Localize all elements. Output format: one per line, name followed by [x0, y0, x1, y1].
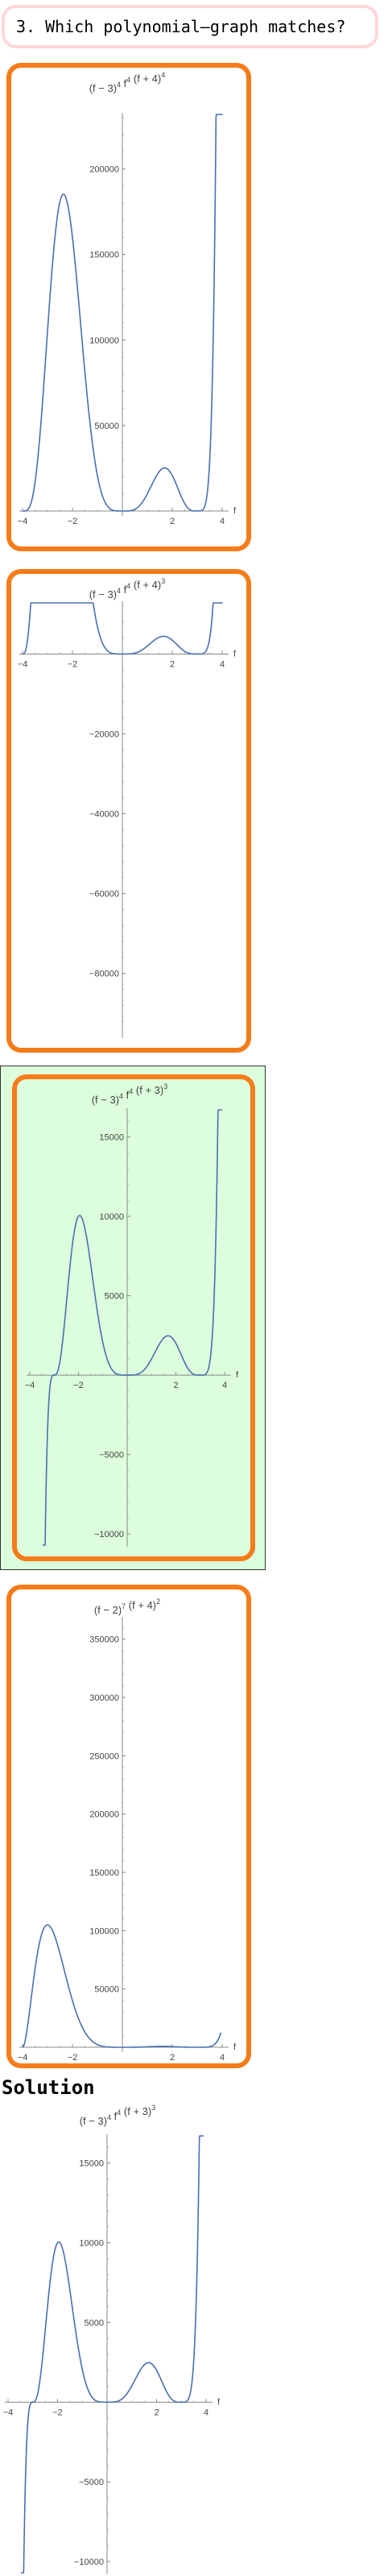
option-c-title: (f − 3)4 f4 (f + 3)3 — [92, 1082, 168, 1106]
option-b-y-tick-label: −60000 — [89, 890, 119, 900]
option-c-plot: (f − 3)4 f4 (f + 3)3 f −4 −2 2 4 15000 10000 500… — [25, 1082, 239, 1547]
option-d-x-tick-label: −2 — [68, 2053, 78, 2063]
option-d-y-tick-label: 350000 — [89, 1635, 119, 1645]
option-d-y-tick-label: 300000 — [89, 1693, 119, 1703]
option-b-x-tick-label: −4 — [18, 659, 28, 669]
option-a-y-tick-label: 150000 — [89, 251, 119, 260]
option-c-y-tick-label: 15000 — [99, 1133, 124, 1143]
solution-y-tick-label: −10000 — [74, 2557, 104, 2567]
option-a-x-tick-label: −2 — [68, 517, 78, 526]
option-b-y-tick-label: −20000 — [89, 730, 119, 740]
option-card-a[interactable]: (f − 3)4 f4 (f + 4)4 f −4 −2 2 4 50000 100000 15… — [6, 63, 251, 551]
option-a-title: (f − 3)4 f4 (f + 4)4 — [89, 71, 166, 94]
option-c-x-tick-label: 4 — [222, 1381, 227, 1390]
solution-curve — [20, 2135, 204, 2574]
option-c-y-tick-label: −5000 — [99, 1451, 124, 1460]
option-b-curve — [22, 602, 223, 655]
option-b-y-tick-label: −40000 — [89, 810, 119, 820]
option-a-plot: (f − 3)4 f4 (f + 4)4 f −4 −2 2 4 50000 100000 15… — [18, 71, 237, 526]
question-header: 3. Which polynomial–graph matches? — [2, 5, 378, 48]
solution-heading: Solution — [2, 2076, 95, 2099]
option-d-y-tick-label: 150000 — [89, 1868, 119, 1878]
option-a-x-tick-label: −4 — [18, 517, 28, 526]
option-card-c[interactable]: (f − 3)4 f4 (f + 3)3 f −4 −2 2 4 15000 10000 500… — [12, 1074, 255, 1561]
option-a-x-tick-label: 2 — [170, 517, 175, 526]
solution-y-tick-label: 10000 — [79, 2239, 104, 2249]
solution-x-axis-label: f — [217, 2397, 221, 2407]
solution-x-tick-label: −4 — [3, 2408, 14, 2417]
option-c-x-tick-label: −4 — [25, 1381, 35, 1390]
option-d-plot: (f − 2)7 (f + 4)2 f −4 −2 2 4 50000 100000 15000… — [18, 1598, 237, 2063]
question-text: 3. Which polynomial–graph matches? — [16, 17, 346, 36]
option-a-curve — [23, 114, 223, 512]
option-b-x-axis-label: f — [233, 649, 237, 659]
option-c-y-tick-label: 10000 — [99, 1212, 124, 1222]
option-c-x-tick-label: 2 — [173, 1381, 178, 1390]
option-d-y-tick-label: 50000 — [94, 1985, 119, 1995]
solution-y-tick-label: 5000 — [85, 2318, 104, 2328]
option-d-title: (f − 2)7 (f + 4)2 — [94, 1598, 160, 1616]
option-d-y-tick-label: 250000 — [89, 1751, 119, 1761]
option-d-x-axis-label: f — [233, 2042, 237, 2052]
option-d-y-tick-label: 200000 — [89, 1810, 119, 1820]
solution-x-tick-label: 4 — [204, 2408, 208, 2417]
option-b-y-tick-label: −80000 — [89, 970, 119, 979]
solution-x-tick-label: 2 — [154, 2408, 159, 2417]
selected-option-highlight: (f − 3)4 f4 (f + 3)3 f −4 −2 2 4 15000 10000 500… — [0, 1066, 266, 1570]
option-b-x-tick-label: 2 — [170, 659, 175, 669]
option-c-y-tick-label: 5000 — [105, 1292, 124, 1302]
option-c-x-axis-label: f — [236, 1370, 239, 1380]
option-a-y-tick-label: 100000 — [89, 336, 119, 346]
option-a-y-tick-label: 200000 — [89, 165, 119, 175]
option-card-d[interactable]: (f − 2)7 (f + 4)2 f −4 −2 2 4 50000 100000 15000… — [6, 1585, 251, 2068]
option-b-x-tick-label: 4 — [220, 659, 225, 669]
option-b-plot: (f − 3)4 f4 (f + 4)3 f −4 −2 2 4 −20000 −40000 −… — [18, 577, 237, 1038]
solution-x-tick-label: −2 — [52, 2408, 63, 2417]
solution-title: (f − 3)4 f4 (f + 3)3 — [80, 2104, 156, 2127]
option-c-y-tick-label: −10000 — [94, 1530, 124, 1539]
option-c-x-tick-label: −2 — [73, 1381, 84, 1390]
solution-y-tick-label: 15000 — [79, 2159, 104, 2169]
option-c-curve — [42, 1109, 222, 1546]
option-a-y-tick-label: 50000 — [94, 422, 119, 431]
option-a-x-axis-label: f — [233, 506, 237, 516]
option-card-b[interactable]: (f − 3)4 f4 (f + 4)3 f −4 −2 2 4 −20000 −40000 −… — [6, 569, 251, 1053]
option-b-title: (f − 3)4 f4 (f + 4)3 — [89, 577, 166, 600]
option-d-x-tick-label: −4 — [18, 2053, 28, 2063]
option-d-y-tick-label: 100000 — [89, 1926, 119, 1936]
solution-plot: (f − 3)4 f4 (f + 3)3 f −4 −2 2 4 15000 10000 500… — [3, 2104, 221, 2574]
option-d-x-tick-label: 4 — [220, 2053, 225, 2063]
option-a-x-tick-label: 4 — [220, 517, 225, 526]
option-d-curve — [22, 1924, 222, 2048]
option-b-x-tick-label: −2 — [68, 659, 78, 669]
option-d-x-tick-label: 2 — [170, 2053, 175, 2063]
solution-y-tick-label: −5000 — [79, 2478, 104, 2487]
